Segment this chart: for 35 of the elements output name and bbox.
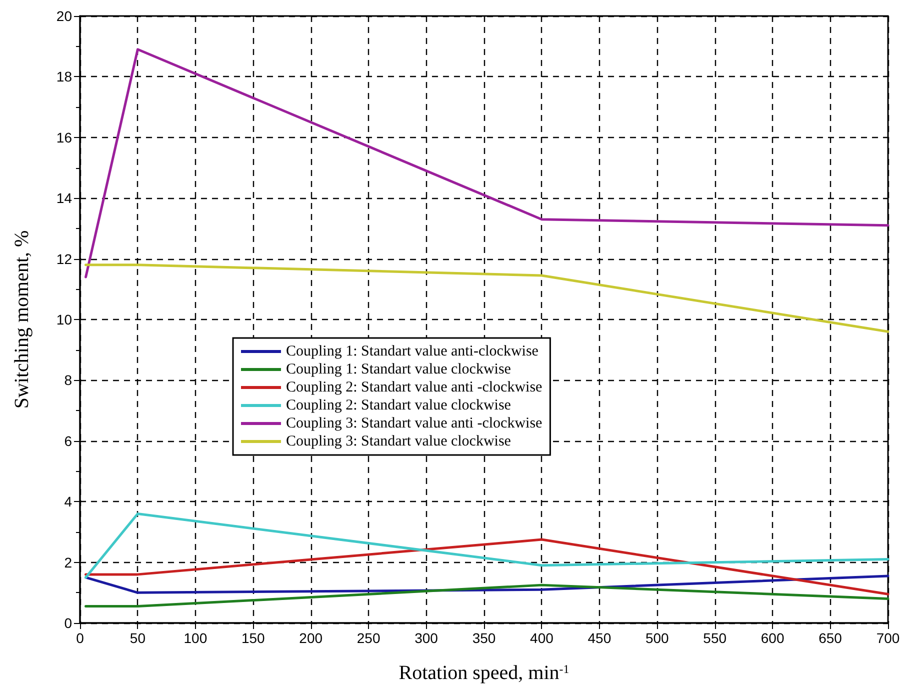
legend-label: Coupling 1: Standart value anti-clockwise (286, 344, 539, 360)
x-tick-label: 0 (76, 630, 84, 646)
y-tick-label: 0 (64, 615, 72, 631)
line-series (84, 512, 890, 579)
line-series (84, 48, 890, 278)
y-tick-label: 4 (64, 494, 72, 510)
legend-label: Coupling 3: Standart value clockwise (286, 434, 512, 450)
legend-label: Coupling 1: Standart value clockwise (286, 362, 512, 378)
y-axis-title: Switching moment, % (11, 230, 33, 409)
x-tick-label: 250 (356, 630, 380, 646)
legend-label: Coupling 2: Standart value clockwise (286, 398, 512, 414)
x-tick-label: 50 (130, 630, 146, 646)
x-tick-label: 500 (645, 630, 670, 646)
legend-label: Coupling 3: Standart value anti -clockwise (286, 416, 543, 432)
y-tick-label: 10 (56, 312, 72, 328)
x-tick-label: 100 (184, 630, 208, 646)
y-tick-label: 12 (56, 250, 72, 267)
y-tick-label: 16 (56, 129, 72, 146)
y-tick-label: 18 (56, 68, 72, 85)
y-tick-label: 2 (64, 554, 72, 570)
x-tick-label: 150 (241, 630, 266, 646)
y-tick-label: 20 (56, 8, 72, 24)
x-tick-label: 450 (588, 630, 612, 646)
x-tick-label: 400 (530, 630, 554, 646)
x-tick-label: 300 (414, 630, 438, 646)
x-tick-label: 550 (703, 630, 727, 646)
y-tick-label: 6 (64, 432, 72, 449)
x-tick-label: 200 (299, 630, 323, 646)
legend-label: Coupling 2: Standart value anti -clockwise (286, 380, 543, 396)
y-tick-label: 14 (56, 190, 72, 206)
x-tick-label: 700 (876, 630, 900, 646)
x-tick-label: 650 (818, 630, 842, 646)
x-tick-label: 350 (472, 630, 496, 646)
x-tick-label: 600 (760, 630, 784, 646)
y-tick-label: 8 (64, 372, 72, 388)
